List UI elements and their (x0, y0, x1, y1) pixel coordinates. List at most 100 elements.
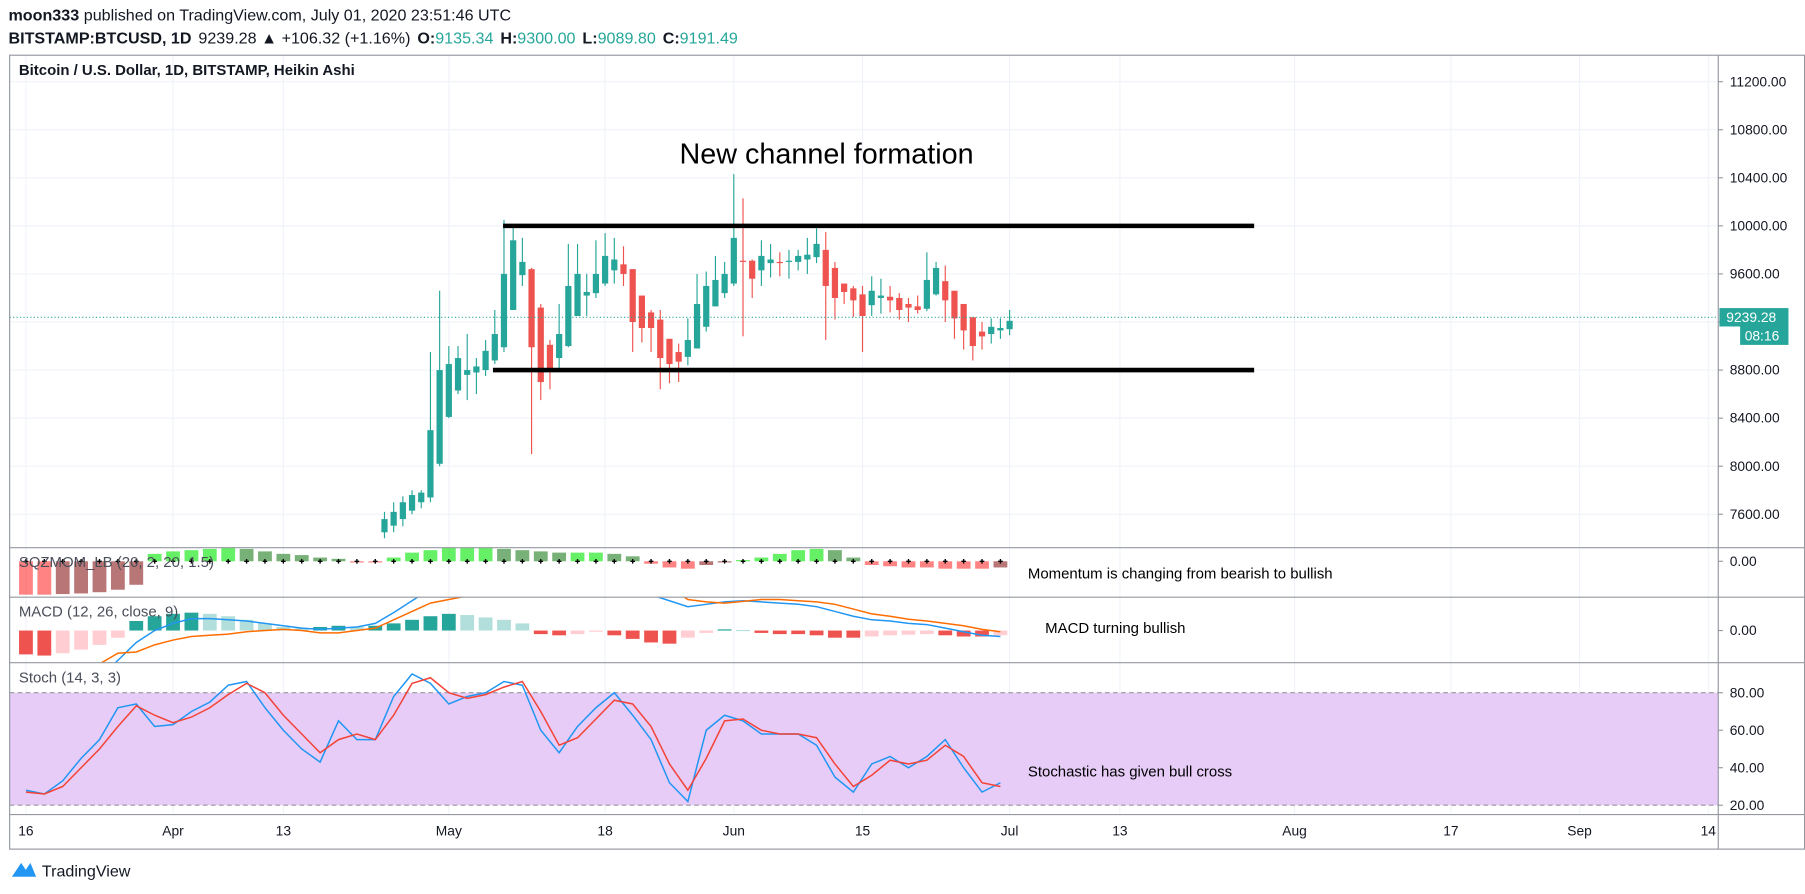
momentum-bar (221, 547, 236, 562)
countdown-box (1740, 326, 1789, 345)
squeeze-dot (446, 558, 452, 564)
squeeze-dot (483, 558, 488, 564)
candle-body (399, 502, 406, 520)
y-tick-label: 11200.00 (1730, 74, 1787, 89)
momentum-bar (497, 548, 511, 562)
macd-histogram (423, 616, 438, 631)
candle-body (565, 285, 572, 347)
candle-body (445, 364, 452, 417)
macd-histogram (772, 630, 787, 635)
squeeze-dot (464, 558, 470, 564)
squeeze-dot (152, 558, 157, 564)
candle-body (602, 255, 609, 284)
y-tick-label: 60.00 (1730, 723, 1765, 738)
candle-body (850, 288, 857, 301)
candle-body (951, 290, 958, 319)
macd-histogram (239, 619, 254, 631)
candle-body (427, 430, 434, 498)
candle-body (500, 273, 508, 348)
macd-histogram (147, 616, 162, 631)
candle-body (556, 334, 563, 359)
macd-histogram (258, 623, 272, 631)
y-tick-label: 9600.00 (1730, 267, 1780, 282)
macd-histogram (607, 630, 622, 636)
macd-histogram (460, 615, 475, 631)
candle-body (381, 519, 388, 533)
squeeze-dot (23, 558, 29, 564)
squeeze-dot (648, 558, 654, 564)
x-tick-label: May (436, 823, 462, 838)
candle-body (785, 260, 793, 262)
squeeze-dot (924, 558, 930, 564)
momentum-bar (919, 561, 934, 568)
y-tick-label: 10400.00 (1730, 170, 1788, 185)
momentum-bar (607, 553, 622, 562)
footer-brand: TradingView (42, 863, 131, 881)
x-tick-label: 14 (1701, 823, 1717, 838)
macd-histogram (938, 630, 953, 636)
macd-histogram (110, 630, 125, 638)
candle-body (795, 255, 802, 262)
macd-histogram (349, 626, 364, 631)
logo (11, 862, 37, 877)
squeeze-dot (556, 558, 562, 564)
y-tick-label: 8800.00 (1730, 363, 1780, 378)
macd-histogram (680, 630, 695, 638)
candle-body (482, 350, 489, 371)
candle-body (390, 511, 397, 526)
macd-histogram (846, 630, 861, 638)
x-tick-label: Jun (723, 823, 745, 838)
macd-histogram (644, 630, 658, 643)
pane-title: Stoch (14, 3, 3) (19, 669, 121, 686)
momentum-bar (55, 561, 70, 595)
macd-histogram (570, 630, 585, 635)
squeeze-dot (814, 558, 819, 564)
x-tick-label: Sep (1567, 823, 1592, 838)
ohlc-value: 9191.49 (680, 30, 738, 48)
macd-histogram (883, 630, 898, 636)
momentum-bar (37, 561, 52, 595)
candle-body (859, 294, 866, 316)
momentum-bar (772, 553, 787, 562)
candle-body (923, 279, 930, 309)
pane-title: SQZMOM_LB (20, 2, 20, 1.5) (19, 554, 214, 571)
macd-histogram (754, 630, 769, 633)
y-tick-label: 10800.00 (1730, 122, 1788, 137)
squeeze-dot (60, 558, 66, 564)
squeeze-dot (281, 558, 286, 564)
candle-body (537, 307, 544, 383)
momentum-bar (405, 552, 419, 562)
squeeze-dot (336, 558, 341, 564)
candle-body (703, 285, 710, 327)
candle-body (675, 352, 682, 362)
macd-histogram (37, 630, 52, 656)
last-price-label: 9239.28 (1726, 310, 1776, 325)
candle-body (841, 283, 848, 292)
candle-body (877, 295, 885, 298)
squeeze-dot (78, 558, 84, 564)
squeeze-dot (667, 558, 672, 564)
macd-histogram (92, 630, 107, 645)
author: moon333 (9, 7, 80, 25)
momentum-bar (570, 552, 585, 562)
squeeze-dot (538, 558, 544, 564)
momentum-bar (74, 561, 89, 594)
macd-histogram (19, 630, 33, 655)
y-tick-label: 7600.00 (1730, 507, 1780, 522)
squeeze-dot (391, 558, 396, 564)
macd-histogram (515, 623, 530, 631)
momentum-bar (19, 561, 33, 595)
squeeze-dot (777, 558, 783, 564)
momentum-bar (423, 550, 438, 562)
squeeze-dot (372, 558, 378, 564)
momentum-bar (901, 561, 916, 568)
y-tick-label: 0.00 (1730, 554, 1757, 569)
candle-body (473, 366, 480, 373)
squeeze-dot (299, 558, 305, 564)
candle-body (510, 240, 517, 310)
candle-body (491, 334, 498, 361)
pane (9, 673, 1719, 806)
squeeze-dot (520, 558, 525, 564)
candle-body (647, 312, 655, 329)
macd-histogram (589, 630, 603, 632)
